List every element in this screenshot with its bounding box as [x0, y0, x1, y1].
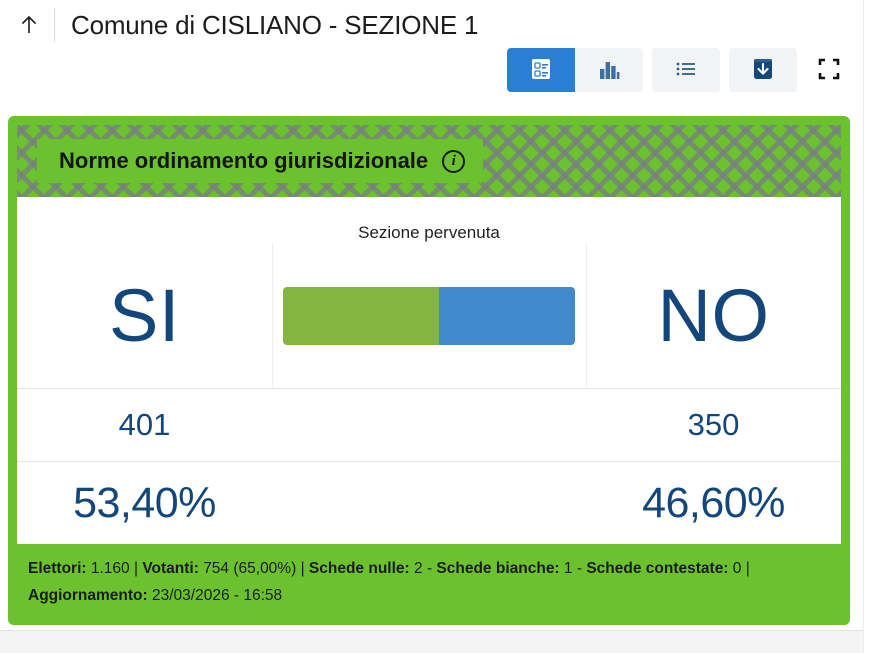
- chart-view-button[interactable]: [575, 48, 643, 92]
- footer-sep-3: |: [745, 560, 750, 577]
- votes-si-cell: 401: [17, 389, 272, 461]
- votanti-label: Votanti:: [142, 560, 199, 577]
- arrow-up-glyph: [21, 15, 37, 33]
- list-view-button[interactable]: [652, 48, 720, 92]
- download-icon: [749, 55, 777, 86]
- bar-chart-icon: [596, 56, 622, 85]
- elettori-value: 1.160: [90, 560, 130, 577]
- page-title: Comune di CISLIANO - SEZIONE 1: [71, 9, 479, 40]
- list-icon: [673, 56, 699, 85]
- footer-sep-2: |: [300, 560, 305, 577]
- percent-row: 53,40% 46,60%: [17, 461, 841, 544]
- title-row: Comune di CISLIANO - SEZIONE 1: [0, 0, 876, 50]
- votes-no-value: 350: [687, 407, 740, 442]
- referendum-question-label: Norme ordinamento giurisdizionale i: [37, 139, 484, 183]
- section-status: Sezione pervenuta: [358, 223, 500, 242]
- card-footer-stats: Elettori: 1.160 | Votanti: 754 (65,00%) …: [8, 544, 850, 626]
- id-card-icon: [528, 56, 554, 85]
- percent-mid-cell: [272, 462, 586, 544]
- card-body: Sezione pervenuta SI NO 401: [17, 197, 841, 544]
- column-divider-right: [586, 243, 587, 388]
- column-divider-left: [272, 243, 273, 388]
- percent-si-cell: 53,40%: [17, 462, 272, 544]
- expand-icon: [817, 57, 841, 84]
- schede-nulle-label: Schede nulle:: [308, 560, 410, 577]
- top-bar: Comune di CISLIANO - SEZIONE 1: [0, 0, 876, 110]
- download-button[interactable]: [729, 48, 797, 92]
- schede-contestate-label: Schede contestate:: [586, 560, 729, 577]
- percent-no-cell: 46,60%: [586, 462, 841, 544]
- schede-contestate-value: 0: [732, 560, 742, 577]
- question-text: Norme ordinamento giurisdizionale: [59, 148, 429, 173]
- horizontal-scrollbar[interactable]: [0, 630, 876, 653]
- option-si-cell: SI: [17, 243, 272, 388]
- bar-segment-si: [283, 286, 439, 345]
- aggiornamento-label: Aggiornamento:: [28, 586, 148, 604]
- fullscreen-button[interactable]: [806, 48, 852, 92]
- bar-segment-no: [438, 286, 575, 345]
- schede-nulle-value: 2: [414, 560, 423, 577]
- votes-no-cell: 350: [586, 389, 841, 461]
- votes-mid-cell: [272, 389, 586, 461]
- percent-si-value: 53,40%: [73, 478, 216, 527]
- footer-sep-1: |: [133, 560, 139, 577]
- view-toolbar: [507, 48, 852, 92]
- view-mode-group: [507, 48, 643, 92]
- card-view-button[interactable]: [507, 48, 575, 92]
- result-card: Norme ordinamento giurisdizionale i Sezi…: [8, 116, 850, 626]
- footer-dash-2: -: [576, 560, 583, 577]
- card-header-hatched: Norme ordinamento giurisdizionale i: [17, 125, 841, 197]
- option-no-label: NO: [657, 273, 770, 357]
- aggiornamento-value: 23/03/2026 - 16:58: [152, 586, 283, 604]
- footer-dash-1: -: [426, 560, 433, 577]
- votes-si-value: 401: [118, 407, 171, 442]
- elettori-label: Elettori:: [28, 560, 87, 577]
- option-no-cell: NO: [586, 243, 841, 388]
- option-si-label: SI: [109, 273, 180, 357]
- info-circle-icon[interactable]: i: [442, 149, 466, 173]
- percent-no-value: 46,60%: [642, 478, 785, 527]
- votanti-value: 754 (65,00%): [203, 560, 297, 577]
- schede-bianche-value: 1: [563, 560, 573, 577]
- results-stacked-bar: [283, 286, 575, 345]
- options-bar-row: SI NO: [17, 243, 841, 388]
- stacked-bar-cell: [272, 243, 586, 388]
- arrow-up-icon[interactable]: [14, 8, 44, 42]
- votes-row: 401 350: [17, 388, 841, 461]
- title-divider: [54, 8, 55, 42]
- schede-bianche-label: Schede bianche:: [436, 560, 560, 577]
- right-gutter: [863, 0, 876, 653]
